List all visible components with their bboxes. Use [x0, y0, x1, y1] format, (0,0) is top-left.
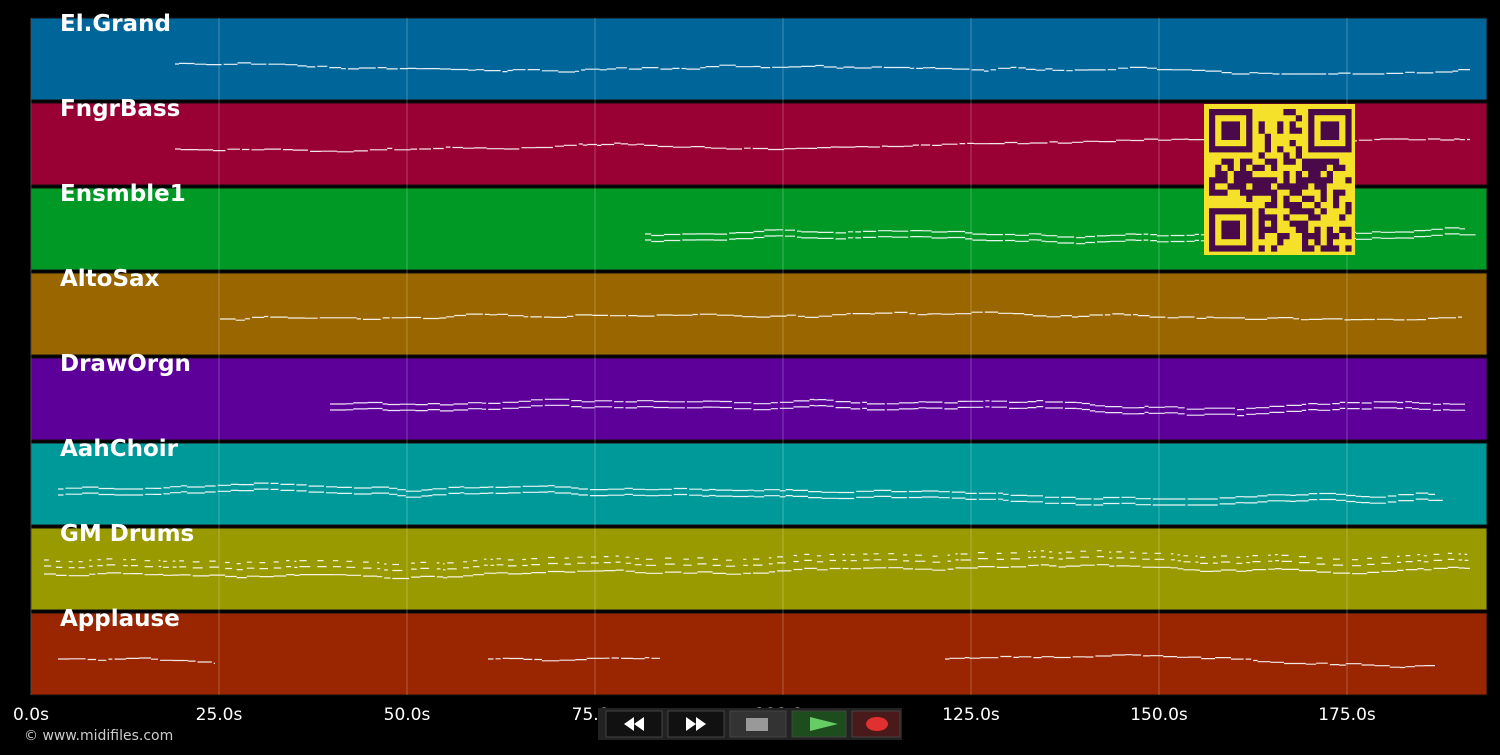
track-name: GM Drums [60, 521, 194, 547]
qr-code [1204, 104, 1355, 255]
note-trace [175, 62, 1470, 75]
forward-button[interactable] [667, 710, 725, 738]
track-band [30, 357, 1488, 441]
track-name: FngrBass [60, 96, 180, 122]
track-name: DrawOrgn [60, 351, 191, 377]
qr-finder [1221, 121, 1240, 140]
note-trace [488, 657, 660, 662]
stop-button[interactable] [729, 710, 787, 738]
note-trace [58, 657, 215, 664]
x-tick-label: 0.0s [13, 705, 49, 725]
track-name: Ensmble1 [60, 181, 186, 207]
note-trace [945, 654, 1435, 669]
x-tick-label: 150.0s [1130, 705, 1188, 725]
note-trace [44, 550, 1470, 580]
rewind-button[interactable] [605, 710, 663, 738]
x-tick-label: 125.0s [942, 705, 1000, 725]
grid [30, 18, 1348, 695]
track-name: Applause [60, 606, 180, 632]
controls [598, 708, 902, 740]
qr-finder [1320, 121, 1340, 140]
qr-modules [1209, 109, 1352, 252]
track-band [30, 527, 1488, 611]
copyright: © www.midifiles.com [24, 728, 173, 744]
x-tick-label: 175.0s [1318, 705, 1376, 725]
notes [44, 62, 1476, 669]
track-band [30, 612, 1488, 696]
note-trace [58, 482, 1443, 506]
track-name: El.Grand [60, 11, 171, 37]
track-band [30, 17, 1488, 101]
track-name: AahChoir [60, 436, 179, 462]
play-button[interactable] [791, 710, 847, 738]
x-tick-label: 50.0s [384, 705, 431, 725]
record-button[interactable] [851, 710, 901, 738]
track-band [30, 272, 1488, 356]
note-trace [330, 398, 1466, 417]
track-name: AltoSax [60, 266, 160, 292]
x-tick-label: 25.0s [196, 705, 243, 725]
note-trace [220, 311, 1462, 321]
qr-finder [1221, 220, 1240, 240]
